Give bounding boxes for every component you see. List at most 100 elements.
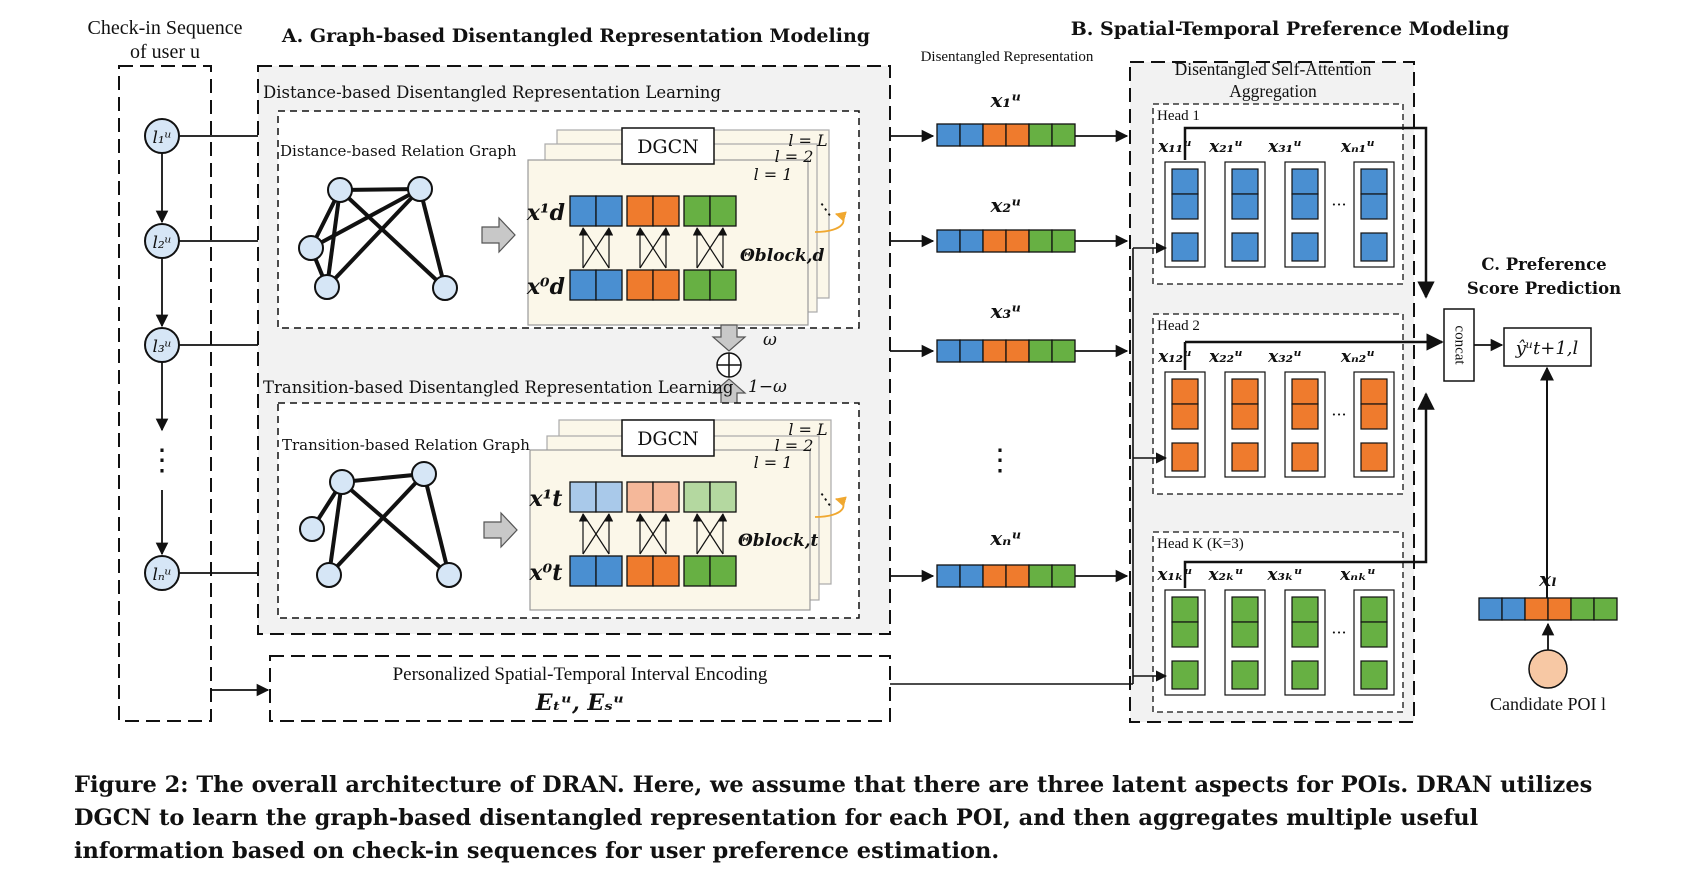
head-k-dots: ···: [1331, 623, 1346, 642]
interval-encoding-panel: [269, 655, 891, 722]
sequence-title-user: of user u: [130, 41, 200, 63]
transition-graph-label: Transition-based Relation Graph: [282, 436, 530, 454]
distance-row-top-label: x¹d: [526, 200, 565, 226]
transition-panel-label: Transition-based Disentangled Representa…: [263, 378, 734, 397]
transition-dgcn-box: [621, 419, 715, 457]
section-a-title: A. Graph-based Disentangled Representati…: [281, 25, 870, 47]
concat-label: concat: [1452, 325, 1468, 365]
transition-propagation-arrows: [578, 513, 728, 555]
distance-panel-label: Distance-based Disentangled Representati…: [263, 83, 721, 102]
section-a-to-vector-arrows: [890, 129, 1129, 583]
distance-layer-1: l = 1: [754, 165, 793, 184]
candidate-poi-label: Candidate POI l: [1490, 694, 1606, 714]
transition-self-loop: [814, 496, 847, 518]
vector-label-n: xₙᵘ: [989, 526, 1021, 550]
aggregation-title-line2: Aggregation: [1229, 81, 1317, 101]
transition-relation-graph: [299, 461, 462, 588]
head-1-dots: ···: [1331, 195, 1346, 214]
vector-ellipsis: ⋮: [985, 443, 1015, 478]
combine-one-minus-omega: 1−ω: [748, 377, 787, 397]
sequence-ellipsis: ⋮: [147, 443, 177, 478]
figure-caption: Figure 2: The overall architecture of DR…: [74, 772, 1593, 864]
distance-layer-2: l = 2: [775, 147, 814, 166]
distance-propagation-arrows: [578, 227, 728, 269]
transition-row-top-label: x¹t: [529, 486, 563, 512]
head-k-token-2: x₂ₖᵘ: [1207, 565, 1243, 585]
svg-text:lₙᵘ: lₙᵘ: [152, 565, 171, 585]
head-1-token-1: x₁₁ᵘ: [1157, 137, 1192, 157]
interval-encoding-formula: Eₜᵘ, Eₛᵘ: [535, 690, 625, 716]
head-2-dots: ···: [1331, 405, 1346, 424]
distance-theta: Θblock,d: [740, 246, 825, 266]
aggregation-title: Disentangled Self-Attention: [1175, 59, 1372, 79]
disentangled-header: Disentangled Representation: [921, 49, 1094, 65]
head-k-token-n: xₙₖᵘ: [1339, 565, 1376, 585]
transition-layer-2: l = 2: [775, 436, 814, 455]
vector-label-3: x₃ᵘ: [989, 299, 1021, 323]
svg-text:l₃ᵘ: l₃ᵘ: [152, 337, 171, 357]
head-k-columns: [1164, 589, 1395, 696]
head-1-token-2: x₂₁ᵘ: [1208, 137, 1243, 157]
candidate-vector: [1478, 597, 1618, 621]
distance-graph-label: Distance-based Relation Graph: [280, 142, 517, 160]
vector-3: [936, 339, 1076, 363]
head-k-token-3: x₃ₖᵘ: [1266, 565, 1302, 585]
head-1-label: Head 1: [1157, 108, 1200, 124]
head-2-token-3: x₃₂ᵘ: [1267, 347, 1302, 367]
distance-graph-arrow: [481, 216, 516, 254]
head-2-token-1: x₁₂ᵘ: [1157, 347, 1192, 367]
distance-dgcn-box: [621, 127, 715, 165]
combine-arrow-down: [711, 324, 747, 352]
head-2-columns: [1164, 371, 1395, 478]
head-2-token-n: xₙ₂ᵘ: [1340, 347, 1375, 367]
output-score-box: [1503, 327, 1592, 367]
architecture-diagram: Check-in Sequence of user u l₁ᵘ l₂ᵘ l₃ᵘ …: [88, 17, 1621, 723]
transition-layer-L: l = L: [788, 420, 827, 439]
head-output-arrows: [1183, 126, 1444, 588]
distance-row-bottom: [569, 269, 737, 301]
distance-relation-graph: [298, 176, 458, 301]
distance-self-loop: [814, 211, 847, 233]
transition-theta: Θblock,t: [738, 531, 819, 551]
combine-omega: ω: [763, 330, 777, 350]
svg-text:l₂ᵘ: l₂ᵘ: [152, 233, 171, 253]
transition-layer-1: l = 1: [754, 453, 793, 472]
vector-n: [936, 564, 1076, 588]
interval-encoding-label: Personalized Spatial-Temporal Interval E…: [393, 664, 768, 685]
section-c-title: C. Preference: [1481, 255, 1606, 274]
sequence-node-1: l₁ᵘ: [144, 118, 180, 154]
distance-row-top: [569, 195, 737, 227]
head-2-token-2: x₂₂ᵘ: [1208, 347, 1243, 367]
section-b-title: B. Spatial-Temporal Preference Modeling: [1071, 18, 1510, 40]
vector-label-2: x₂ᵘ: [989, 193, 1021, 217]
candidate-poi-node: [1528, 649, 1568, 689]
section-c-subtitle: Score Prediction: [1467, 279, 1621, 298]
vector-1: [936, 123, 1076, 147]
head-2-label: Head 2: [1157, 318, 1200, 334]
vector-label-1: x₁ᵘ: [989, 88, 1021, 112]
sequence-panel: [118, 65, 212, 722]
head-1-token-n: xₙ₁ᵘ: [1340, 137, 1375, 157]
transition-graph-arrow: [483, 511, 518, 549]
distance-dgcn-label: DGCN: [637, 136, 699, 158]
svg-text:l₁ᵘ: l₁ᵘ: [152, 128, 171, 148]
concat-box: [1443, 308, 1475, 382]
distance-row-bottom-label: x⁰d: [526, 274, 565, 300]
head-k-label: Head K (K=3): [1157, 536, 1244, 552]
sequence-node-3: l₃ᵘ: [144, 327, 180, 363]
transition-row-bottom-label: x⁰t: [529, 560, 563, 586]
transition-dgcn-label: DGCN: [637, 428, 699, 450]
distance-layer-L: l = L: [788, 131, 827, 150]
head-k-token-1: x₁ₖᵘ: [1156, 565, 1192, 585]
sequence-node-2: l₂ᵘ: [144, 223, 180, 259]
head-1-token-3: x₃₁ᵘ: [1267, 137, 1302, 157]
vector-2: [936, 229, 1076, 253]
sequence-title: Check-in Sequence: [88, 17, 243, 39]
sequence-node-n: lₙᵘ: [144, 555, 180, 591]
sequence-arrows: [155, 135, 270, 697]
output-score-label: ŷᵘt+1,l: [1515, 338, 1579, 359]
transition-row-bottom: [569, 555, 737, 587]
interval-routing: [890, 242, 1168, 685]
head-1-columns: [1164, 161, 1395, 268]
transition-row-top: [569, 481, 737, 513]
